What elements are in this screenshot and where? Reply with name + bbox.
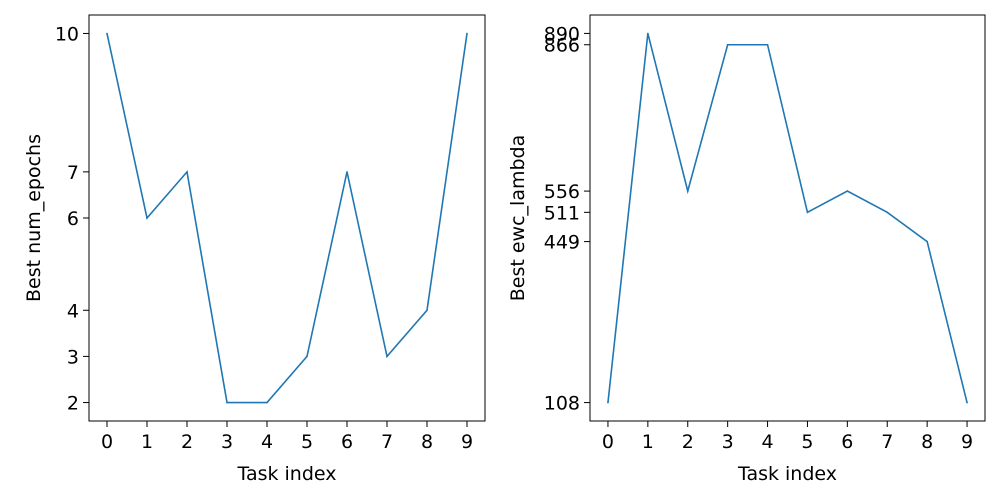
series-line <box>106 33 468 404</box>
x-tick-label: 5 <box>301 431 313 453</box>
y-axis-label: Best ewc_lambda <box>507 135 529 301</box>
data-point <box>726 43 729 46</box>
y-tick-label: 10 <box>55 23 79 45</box>
x-tick-label: 8 <box>421 431 433 453</box>
y-axis-label: Best num_epochs <box>23 134 45 302</box>
x-tick-label: 2 <box>682 431 694 453</box>
data-point <box>886 211 889 214</box>
y-tick-label: 6 <box>67 208 79 230</box>
x-tick-label: 5 <box>801 431 813 453</box>
x-tick-label: 2 <box>181 431 193 453</box>
y-tick-label: 108 <box>544 393 580 415</box>
data-point <box>186 171 188 173</box>
y-tick-label: 890 <box>544 23 580 45</box>
series-line <box>607 33 968 403</box>
axes-frame <box>88 14 486 422</box>
x-tick-label: 7 <box>381 431 393 453</box>
x-tick-label: 4 <box>762 431 774 453</box>
x-tick-label: 3 <box>722 431 734 453</box>
data-point <box>146 217 148 219</box>
x-tick-label: 8 <box>921 431 933 453</box>
x-tick-label: 9 <box>961 431 973 453</box>
x-tick-label: 0 <box>101 431 113 453</box>
data-point <box>806 211 809 214</box>
x-axis-label: Task index <box>737 463 837 485</box>
data-point <box>466 32 468 35</box>
data-point <box>426 309 428 312</box>
x-axis-label: Task index <box>236 463 336 485</box>
x-tick-label: 6 <box>841 431 853 453</box>
y-tick-label: 7 <box>67 162 79 184</box>
y-tick-label: 866 <box>544 35 580 57</box>
y-tick-label: 2 <box>67 393 79 415</box>
y-tick-label: 556 <box>544 181 580 203</box>
y-tick-label: 449 <box>544 232 580 254</box>
x-tick-label: 1 <box>141 431 153 453</box>
x-tick-label: 0 <box>602 431 614 453</box>
axes-frame <box>589 14 986 422</box>
data-point <box>266 401 268 404</box>
data-point <box>306 355 308 358</box>
y-tick-label: 3 <box>67 346 79 368</box>
y-tick-label: 4 <box>67 300 79 322</box>
data-point <box>766 43 769 46</box>
x-tick-label: 9 <box>461 431 473 453</box>
data-point <box>647 32 649 35</box>
data-point <box>226 401 228 404</box>
data-point <box>846 190 849 192</box>
y-tick-label: 511 <box>544 202 580 224</box>
data-point <box>966 401 968 404</box>
data-point <box>346 171 348 173</box>
x-tick-label: 3 <box>221 431 233 453</box>
data-point <box>686 190 689 192</box>
data-point <box>106 32 108 35</box>
data-point <box>607 401 609 404</box>
chart-panel-num-epochs: 0 1 2 3 4 5 6 7 8 9 2 3 4 6 7 10 Task index Best num_epoc… <box>23 14 486 485</box>
data-point <box>386 355 388 358</box>
x-tick-label: 7 <box>881 431 893 453</box>
data-point <box>926 240 928 243</box>
x-tick-label: 1 <box>642 431 654 453</box>
x-tick-label: 4 <box>261 431 273 453</box>
x-tick-label: 6 <box>341 431 353 453</box>
